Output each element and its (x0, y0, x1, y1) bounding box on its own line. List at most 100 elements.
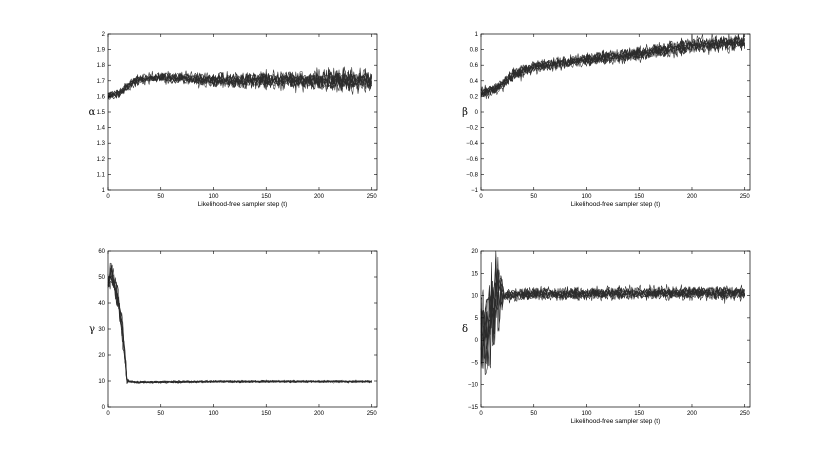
trace-alpha-9 (107, 69, 373, 99)
traces-beta (480, 33, 746, 100)
ytick-label-alpha-10: 2 (102, 32, 106, 38)
xtick-label-delta-0: 0 (479, 411, 483, 417)
subplot-beta: 0 50 100 150 200 250 −1 −0.8 −0.6 −0.4 −0.2 0 0.2 0.4… (462, 32, 750, 208)
ticks-delta: 0 50 100 150 200 250 −15 −10 −5 0 5 10 15 20 (468, 249, 751, 417)
trace-gamma-2 (107, 262, 372, 384)
xtick-label-alpha-0: 0 (106, 194, 110, 200)
xtick-label-beta-200: 200 (687, 194, 698, 200)
xtick-label-delta-50: 50 (530, 411, 537, 417)
ytick-label-gamma-5: 50 (98, 275, 105, 281)
ytick-label-beta-2: −0.6 (466, 157, 479, 163)
traces-gamma (107, 262, 372, 385)
trace-beta-4 (480, 33, 745, 96)
ytick-label-gamma-0: 0 (102, 405, 106, 411)
trace-gamma-1 (107, 264, 372, 385)
trace-gamma-4 (107, 263, 372, 384)
ytick-label-beta-8: 0.6 (470, 63, 479, 69)
axes-frame-delta (480, 250, 751, 408)
subplot-delta: 0 50 100 150 200 250 −15 −10 −5 0 5 10 15 20 Likeliho… (462, 249, 750, 425)
traces-alpha (107, 66, 373, 100)
xtick-label-gamma-0: 0 (106, 411, 110, 417)
xtick-label-beta-250: 250 (740, 194, 751, 200)
trace-beta-8 (480, 35, 746, 97)
xtick-label-beta-150: 150 (634, 194, 645, 200)
trace-beta-10 (480, 33, 745, 97)
trace-delta-2 (480, 250, 745, 356)
ytick-label-gamma-1: 10 (98, 379, 105, 385)
ytick-label-alpha-2: 1.2 (97, 157, 106, 163)
xtick-label-delta-250: 250 (740, 411, 751, 417)
xtick-label-alpha-50: 50 (157, 194, 164, 200)
xtick-label-gamma-50: 50 (157, 411, 164, 417)
xtick-label-beta-0: 0 (479, 194, 483, 200)
ytick-label-beta-5: 0 (475, 110, 479, 116)
xlabel-delta: Likelihood-free sampler step (t) (571, 418, 661, 425)
xlabel-beta: Likelihood-free sampler step (t) (571, 201, 661, 208)
trace-gamma-5 (107, 275, 372, 384)
trace-delta-8 (480, 257, 745, 348)
xlabel-alpha: Likelihood-free sampler step (t) (198, 201, 288, 208)
ytick-label-beta-3: −0.4 (466, 141, 479, 147)
ytick-label-gamma-2: 20 (98, 353, 105, 359)
trace-delta-9 (480, 256, 745, 365)
ytick-label-delta-3: 0 (475, 338, 479, 344)
xtick-label-gamma-100: 100 (208, 411, 219, 417)
trace-delta-10 (480, 257, 745, 366)
ticks-alpha: 0 50 100 150 200 250 1 1.1 1.2 1.3 1.4 1.5 1.6 1.7 1.8… (97, 32, 378, 200)
xtick-label-beta-100: 100 (581, 194, 592, 200)
ytick-label-delta-6: 15 (471, 271, 478, 277)
ytick-label-delta-0: −15 (468, 405, 479, 411)
ytick-label-beta-0: −1 (471, 188, 479, 194)
xtick-label-alpha-100: 100 (208, 194, 219, 200)
traces-delta (480, 250, 746, 376)
trace-gamma-7 (107, 267, 372, 384)
ytick-label-delta-5: 10 (471, 294, 478, 300)
axes-frame-gamma (107, 250, 378, 408)
ticks-gamma: 0 50 100 150 200 250 0 10 20 30 40 50 60 (98, 249, 377, 417)
trace-delta-5 (480, 262, 745, 369)
xtick-label-gamma-250: 250 (367, 411, 378, 417)
ytick-label-alpha-7: 1.7 (97, 79, 106, 85)
ytick-label-beta-1: −0.8 (466, 172, 479, 178)
ytick-label-delta-4: 5 (475, 316, 479, 322)
xtick-label-delta-200: 200 (687, 411, 698, 417)
xtick-label-alpha-150: 150 (261, 194, 272, 200)
ytick-label-beta-10: 1 (475, 32, 479, 38)
ticks-beta: 0 50 100 150 200 250 −1 −0.8 −0.6 −0.4 −0.2 0 0.2 0.4… (466, 32, 750, 200)
trace-beta-9 (480, 35, 745, 96)
axes-frame-alpha (107, 33, 378, 191)
ylabel-delta: δ (462, 324, 468, 335)
trace-alpha-10 (107, 72, 373, 99)
subplot-gamma: 0 50 100 150 200 250 0 10 20 30 40 50 60 γ (89, 249, 377, 417)
xtick-label-alpha-250: 250 (367, 194, 378, 200)
ytick-label-gamma-4: 40 (98, 301, 105, 307)
ytick-label-beta-7: 0.4 (470, 79, 479, 85)
trace-gamma-6 (107, 263, 372, 384)
trace-gamma-8 (107, 276, 372, 384)
ytick-label-beta-6: 0.2 (470, 94, 479, 100)
trace-delta-7 (480, 250, 745, 375)
ytick-label-alpha-6: 1.6 (97, 94, 106, 100)
ytick-label-alpha-9: 1.9 (97, 48, 106, 54)
xtick-label-gamma-150: 150 (261, 411, 272, 417)
trace-delta-4 (480, 270, 746, 365)
subplot-alpha: 0 50 100 150 200 250 1 1.1 1.2 1.3 1.4 1.5 1.6 1.7 1.8… (89, 32, 378, 208)
ytick-label-delta-7: 20 (471, 249, 478, 255)
ytick-label-beta-9: 0.8 (470, 48, 479, 54)
xtick-label-delta-150: 150 (634, 411, 645, 417)
ytick-label-gamma-3: 30 (98, 327, 105, 333)
ylabel-alpha: α (89, 107, 96, 118)
ylabel-gamma: γ (89, 324, 95, 335)
trace-gamma-9 (107, 264, 372, 384)
ytick-label-gamma-6: 60 (98, 249, 105, 255)
ytick-label-alpha-3: 1.3 (97, 141, 106, 147)
ylabel-beta: β (462, 107, 468, 118)
xtick-label-alpha-200: 200 (314, 194, 325, 200)
ytick-label-alpha-5: 1.5 (97, 110, 106, 116)
trace-gamma-3 (107, 268, 372, 384)
ytick-label-alpha-8: 1.8 (97, 63, 106, 69)
xtick-label-beta-50: 50 (530, 194, 537, 200)
xtick-label-gamma-200: 200 (314, 411, 325, 417)
ytick-label-delta-2: −5 (471, 360, 479, 366)
